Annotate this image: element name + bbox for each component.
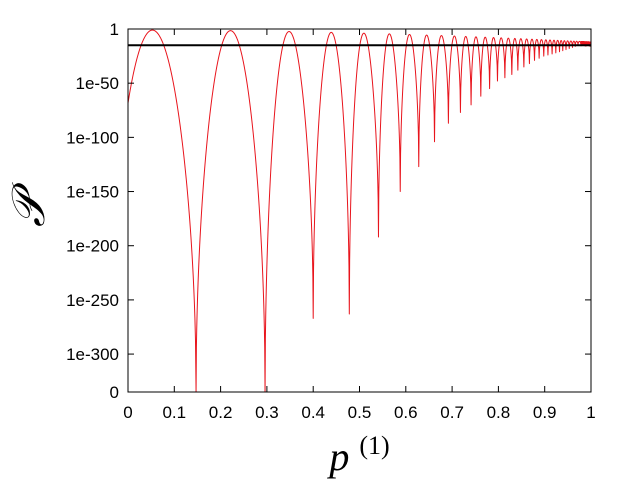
x-tick-label: 1 <box>586 403 595 422</box>
x-tick-label: 0.9 <box>533 403 557 422</box>
x-tick-label: 0.6 <box>394 403 418 422</box>
y-tick-label: 1e-100 <box>66 128 119 147</box>
plot-frame <box>127 28 592 393</box>
y-tick-label: 1e-150 <box>66 183 119 202</box>
y-tick-label: 1e-200 <box>66 237 119 256</box>
x-tick-label: 0.1 <box>162 403 186 422</box>
x-tick-label: 0 <box>123 403 132 422</box>
y-axis-label: 𝒫 <box>3 182 54 227</box>
x-tick-label: 0.5 <box>348 403 372 422</box>
series-red-curve <box>128 29 591 392</box>
tick-layer: 0 0.1 0.2 0.3 0.4 0.5 0.6 0.7 0.8 0.9 1 1 1e-50 1e-10… <box>66 20 596 422</box>
y-tick-label: 1e-300 <box>66 345 119 364</box>
y-tick-label: 1e-250 <box>66 291 119 310</box>
x-tick-label: 0.8 <box>487 403 511 422</box>
x-axis-label-main: p <box>326 434 349 479</box>
y-tick-label: 0 <box>110 383 119 402</box>
x-tick-label: 0.3 <box>255 403 279 422</box>
curve-layer <box>128 29 591 392</box>
x-tick-label: 0.4 <box>301 403 325 422</box>
x-tick-label: 0.7 <box>440 403 464 422</box>
x-axis-label-superscript: (1) <box>359 431 389 460</box>
x-tick-label: 0.2 <box>209 403 233 422</box>
y-tick-label: 1 <box>110 20 119 39</box>
x-axis-label: p (1) <box>326 431 389 479</box>
y-tick-label: 1e-50 <box>76 74 119 93</box>
